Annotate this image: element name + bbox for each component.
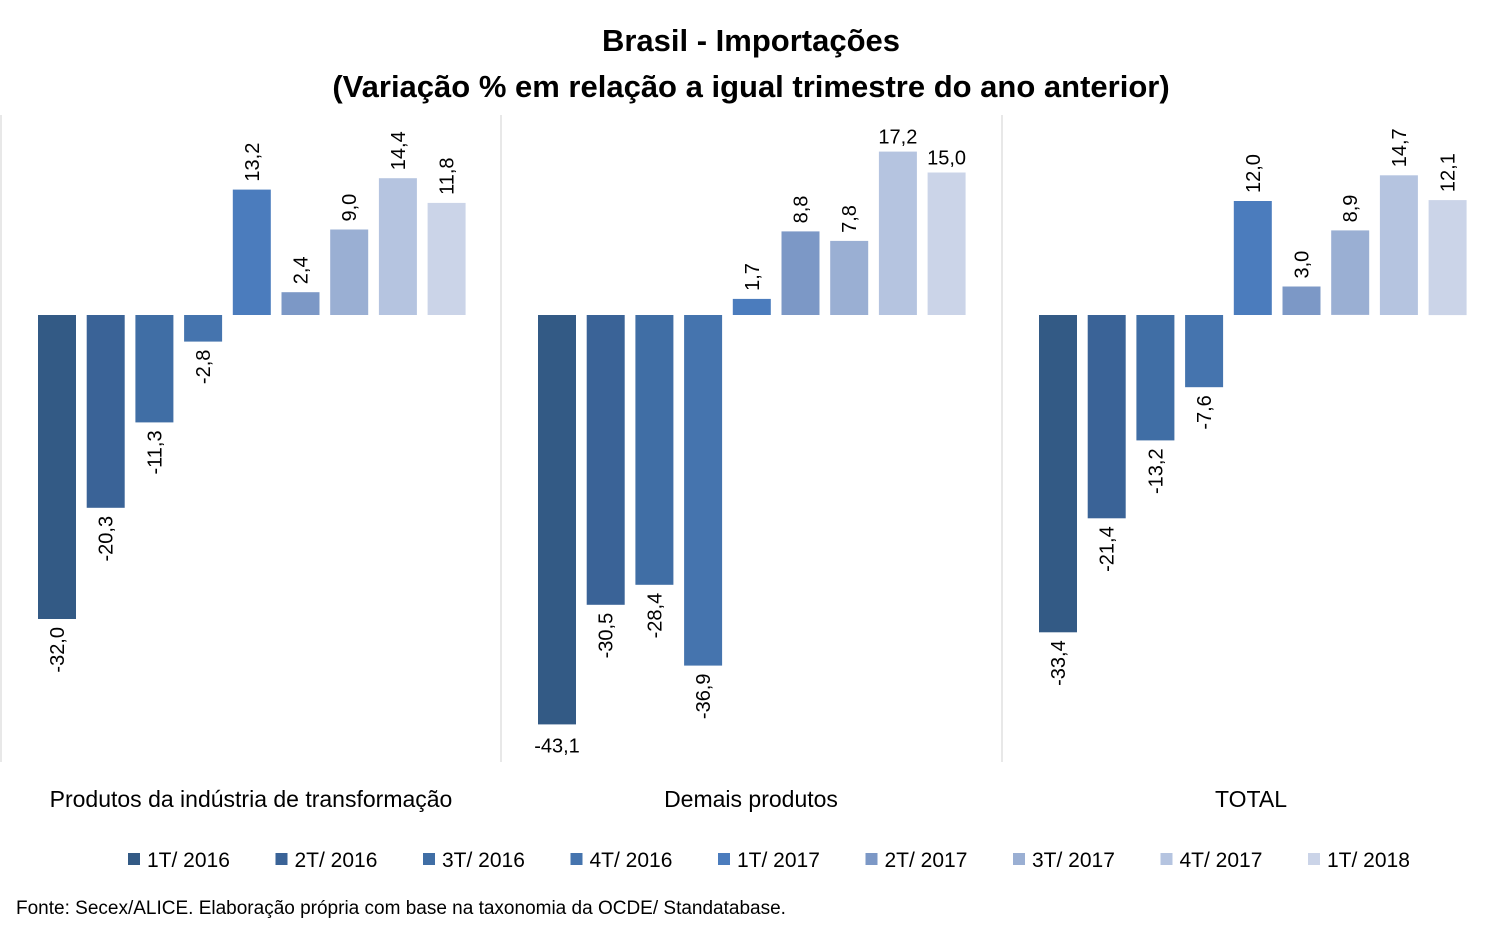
source-note: Fonte: Secex/ALICE. Elaboração própria c… [16, 898, 786, 919]
bar [927, 172, 966, 315]
bar [1282, 286, 1321, 315]
bar [135, 315, 174, 423]
bar [878, 151, 917, 315]
bar [1185, 315, 1224, 388]
legend-label: 3T/ 2017 [1032, 849, 1115, 872]
legend-swatch [1013, 853, 1025, 865]
data-label: -32,0 [47, 627, 69, 673]
data-label: -33,4 [1048, 640, 1070, 686]
bar [684, 315, 723, 666]
data-labels: -32,0 -20,3 -11,3 -2,8 13,2 2,4 9,0 14,4 11,8 -43… [47, 127, 1460, 758]
data-label: 11,8 [437, 157, 459, 194]
bars [38, 151, 1467, 725]
chart-subtitle: (Variação % em relação a igual trimestre… [332, 69, 1169, 104]
bar [38, 315, 76, 619]
legend-item: 1T/ 2017 [718, 849, 820, 872]
data-label: -30,5 [596, 613, 618, 659]
group-label: TOTAL [1215, 786, 1287, 812]
legend-item: 1T/ 2016 [128, 849, 230, 872]
chart-title: Brasil - Importações [602, 23, 900, 58]
bar [732, 298, 771, 315]
bar [781, 231, 820, 315]
legend-swatch [1308, 853, 1320, 865]
legend-item: 4T/ 2017 [1160, 849, 1263, 872]
legend-label: 1T/ 2016 [147, 849, 230, 872]
data-label: -21,4 [1097, 526, 1119, 572]
data-label: 15,0 [927, 148, 966, 170]
bar [232, 189, 271, 315]
legend: 1T/ 2016 2T/ 2016 3T/ 2016 4T/ 2016 1T/ 2017… [128, 849, 1410, 872]
legend-label: 4T/ 2017 [1180, 849, 1263, 872]
bar [1039, 315, 1077, 633]
data-label: 14,4 [388, 131, 410, 170]
legend-swatch [128, 853, 140, 865]
legend-swatch [275, 853, 288, 865]
data-label: 3,0 [1292, 251, 1314, 279]
legend-item: 3T/ 2016 [423, 849, 525, 872]
legend-label: 2T/ 2017 [885, 849, 968, 872]
data-label: -2,8 [193, 350, 215, 384]
bar [635, 315, 674, 585]
bar [184, 315, 223, 342]
legend-label: 1T/ 2017 [737, 849, 820, 872]
legend-item: 3T/ 2017 [1013, 849, 1115, 872]
group-label: Demais produtos [664, 786, 838, 812]
legend-item: 2T/ 2016 [275, 849, 378, 872]
legend-label: 4T/ 2016 [590, 849, 673, 872]
legend-swatch [570, 853, 583, 865]
data-label: 7,8 [839, 205, 861, 233]
data-label: 9,0 [339, 194, 361, 222]
data-label: 8,9 [1340, 195, 1362, 223]
bar [86, 315, 125, 508]
bar [1379, 175, 1418, 315]
bar [1087, 315, 1126, 519]
bar [830, 240, 869, 315]
bar [378, 178, 417, 315]
group-label: Produtos da indústria de transformação [50, 786, 453, 812]
data-label: 12,0 [1243, 154, 1265, 193]
bar [1136, 315, 1175, 441]
bar [1233, 201, 1272, 315]
data-label: 1,7 [742, 263, 764, 291]
legend-label: 1T/ 2018 [1327, 849, 1410, 872]
legend-swatch [865, 853, 878, 865]
legend-label: 2T/ 2016 [295, 849, 378, 872]
legend-swatch [1160, 853, 1173, 865]
bar [281, 292, 320, 315]
data-label: 12,1 [1438, 153, 1460, 192]
data-label: -28,4 [644, 593, 666, 639]
legend-item: 2T/ 2017 [865, 849, 968, 872]
data-label: -13,2 [1145, 448, 1167, 494]
legend-item: 1T/ 2018 [1308, 849, 1410, 872]
data-label: -20,3 [96, 516, 118, 562]
data-label: -43,1 [534, 736, 580, 758]
data-label: 8,8 [791, 196, 813, 224]
bar [586, 315, 625, 605]
bar [538, 315, 576, 725]
bar [330, 229, 369, 315]
data-label: 2,4 [291, 256, 313, 284]
data-label: -36,9 [693, 674, 715, 720]
legend-swatch [423, 853, 435, 865]
group-labels: Produtos da indústria de transformação De… [50, 786, 1288, 812]
data-label: 17,2 [878, 127, 917, 149]
bar [1331, 230, 1370, 315]
data-label: 13,2 [242, 143, 264, 182]
legend-item: 4T/ 2016 [570, 849, 673, 872]
bar [1428, 200, 1467, 316]
data-label: 14,7 [1389, 128, 1411, 167]
bar [427, 202, 466, 315]
legend-swatch [718, 853, 730, 865]
data-label: -7,6 [1194, 395, 1216, 429]
group-dividers [0, 115, 1003, 762]
legend-label: 3T/ 2016 [442, 849, 525, 872]
data-label: -11,3 [144, 430, 166, 474]
